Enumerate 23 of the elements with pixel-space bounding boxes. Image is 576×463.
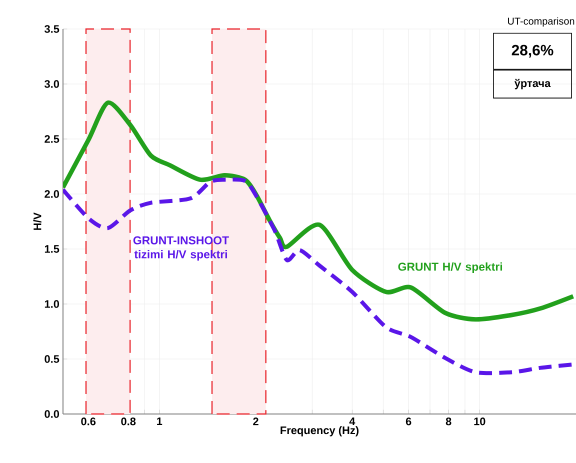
text: UT-comparison [508,17,574,27]
y-tick-label: 2.5 [44,135,60,143]
y-axis-title: H/V [33,212,42,230]
annotation: ўртача [514,78,551,90]
y-tick-label: 3.0 [44,80,60,88]
x-tick-label: 10 [474,418,486,426]
x-tick-label: 0.6 [81,418,96,426]
y-tick-label: 1.0 [44,300,60,308]
y-tick-label: 0.5 [44,355,60,363]
series-label: GRUNT H/V spektri [398,262,502,274]
annotation: 28,6% [512,44,554,58]
x-tick-label: 6 [406,418,412,426]
x-tick-label: 8 [446,418,452,426]
y-tick-label: 3.5 [44,25,60,33]
y-tick-label: 1.5 [44,245,60,253]
series-label: GRUNT-INSHOOT tizimi H/V spektri [133,236,229,261]
x-tick-label: 0.8 [121,418,136,426]
y-tick-label: 0.0 [44,410,60,418]
x-tick-label: 1 [157,418,162,426]
x-tick-label: 4 [349,418,356,426]
y-tick-label: 2.0 [44,190,60,198]
x-tick-label: 2 [253,418,258,426]
x-axis-title: Frequency (Hz) [280,426,359,436]
